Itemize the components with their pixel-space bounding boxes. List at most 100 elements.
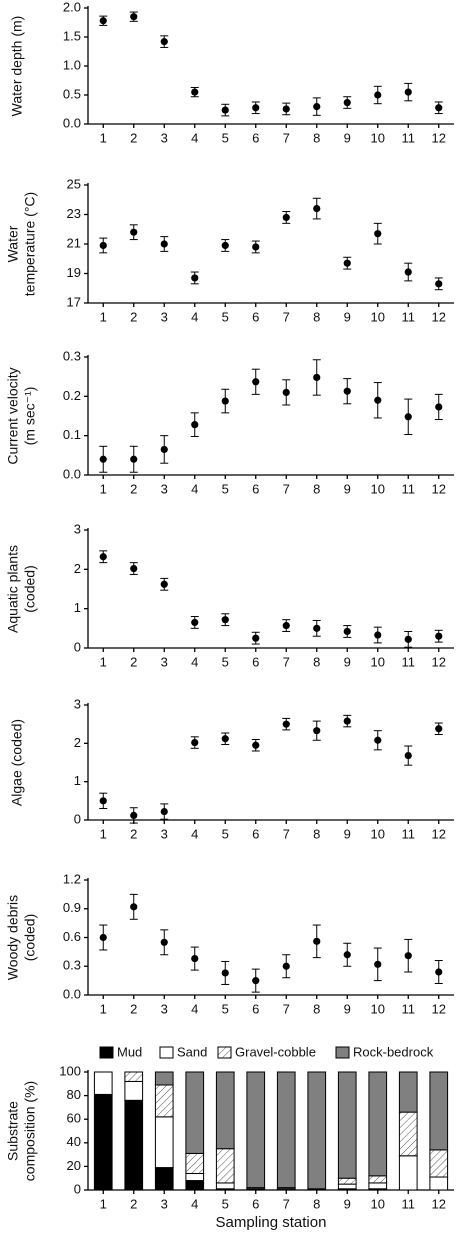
y-axis-label: composition (%) <box>22 1081 38 1181</box>
x-tick-label: 12 <box>432 481 446 496</box>
x-tick-label: 6 <box>252 826 259 841</box>
x-tick-label: 8 <box>313 826 320 841</box>
bar-segment <box>429 1176 449 1191</box>
x-tick-label: 5 <box>222 1196 229 1211</box>
point <box>313 937 321 945</box>
y-tick-label: 0.6 <box>63 929 81 944</box>
point <box>130 228 138 236</box>
y-tick-label: 1 <box>74 773 81 788</box>
x-tick-label: 3 <box>161 654 168 669</box>
x-tick-label: 5 <box>222 654 229 669</box>
y-tick-label: 17 <box>67 294 81 309</box>
point <box>99 17 107 25</box>
x-tick-label: 12 <box>432 654 446 669</box>
y-tick-label: 0.1 <box>63 427 81 442</box>
point <box>160 445 168 454</box>
point <box>435 632 443 640</box>
point <box>404 635 412 643</box>
bar-segment <box>429 1071 449 1151</box>
point <box>252 243 260 251</box>
y-axis-label: (coded) <box>22 565 38 612</box>
point <box>130 13 138 21</box>
bar-segment <box>368 1182 388 1190</box>
point <box>374 396 382 404</box>
point <box>374 736 382 744</box>
bar-segment <box>337 1177 357 1185</box>
point <box>252 977 260 985</box>
x-tick-label: 7 <box>283 654 290 669</box>
bar-segment <box>276 1071 296 1189</box>
x-tick-label: 10 <box>371 654 385 669</box>
x-tick-label: 12 <box>432 309 446 324</box>
point <box>252 378 260 386</box>
y-tick-label: 3 <box>74 521 81 536</box>
legend-swatch <box>159 1046 174 1059</box>
point <box>313 103 321 111</box>
point <box>221 969 229 977</box>
point <box>435 968 443 976</box>
point <box>191 738 199 747</box>
x-tick-label: 4 <box>191 654 198 669</box>
x-tick-label: 7 <box>283 826 290 841</box>
x-tick-label: 1 <box>100 309 107 324</box>
x-tick-label: 1 <box>100 1196 107 1211</box>
y-axis-label: Current velocity <box>5 367 21 464</box>
x-tick-label: 6 <box>252 1001 259 1016</box>
bar-segment <box>124 1099 144 1191</box>
y-tick-label: 21 <box>67 235 81 250</box>
bar-segment <box>124 1080 144 1101</box>
y-axis-label: Water depth (m) <box>9 16 25 117</box>
point <box>221 397 229 405</box>
point <box>282 720 290 728</box>
point <box>99 933 107 942</box>
point <box>130 811 138 820</box>
y-tick-label: 40 <box>67 1134 81 1149</box>
x-tick-label: 9 <box>344 130 351 145</box>
x-tick-label: 8 <box>313 1001 320 1016</box>
point <box>343 259 351 267</box>
bar-segment <box>215 1182 235 1190</box>
bar-segment <box>185 1180 205 1191</box>
x-tick-label: 3 <box>161 481 168 496</box>
point <box>160 580 168 588</box>
point <box>191 88 199 96</box>
x-tick-label: 5 <box>222 309 229 324</box>
x-tick-label: 11 <box>402 1196 416 1211</box>
y-tick-label: 2 <box>74 735 81 750</box>
bar-segment <box>398 1155 418 1191</box>
point <box>282 962 290 970</box>
x-tick-label: 11 <box>402 1001 416 1016</box>
x-tick-label: 11 <box>402 654 416 669</box>
bar-segment <box>246 1071 266 1189</box>
x-tick-label: 1 <box>100 1001 107 1016</box>
bar-segment <box>154 1116 174 1169</box>
y-tick-label: 1.2 <box>63 871 81 886</box>
x-tick-label: 9 <box>344 481 351 496</box>
x-tick-label: 4 <box>191 1196 198 1211</box>
bar-segment <box>154 1084 174 1118</box>
point <box>404 88 412 96</box>
legend-swatch <box>217 1046 232 1059</box>
bar-segment <box>398 1111 418 1157</box>
bar-segment <box>185 1152 205 1174</box>
bar-segment <box>185 1071 205 1154</box>
bar-segment <box>93 1093 113 1191</box>
y-tick-label: 0 <box>74 1181 81 1196</box>
x-tick-label: 1 <box>100 654 107 669</box>
x-tick-label: 11 <box>402 309 416 324</box>
point <box>313 373 321 382</box>
point <box>99 553 107 561</box>
x-tick-label: 10 <box>371 309 385 324</box>
y-tick-label: 0.3 <box>63 348 81 363</box>
x-tick-label: 6 <box>252 130 259 145</box>
bar-segment <box>93 1071 113 1095</box>
x-tick-label: 9 <box>344 826 351 841</box>
y-axis-label: Aquatic plants <box>5 545 21 633</box>
x-tick-label: 7 <box>283 481 290 496</box>
y-tick-label: 60 <box>67 1111 81 1126</box>
bar-segment <box>154 1167 174 1191</box>
x-tick-label: 10 <box>371 1196 385 1211</box>
point <box>282 105 290 113</box>
y-tick-label: 2.0 <box>63 0 81 14</box>
bar-segment <box>337 1183 357 1190</box>
